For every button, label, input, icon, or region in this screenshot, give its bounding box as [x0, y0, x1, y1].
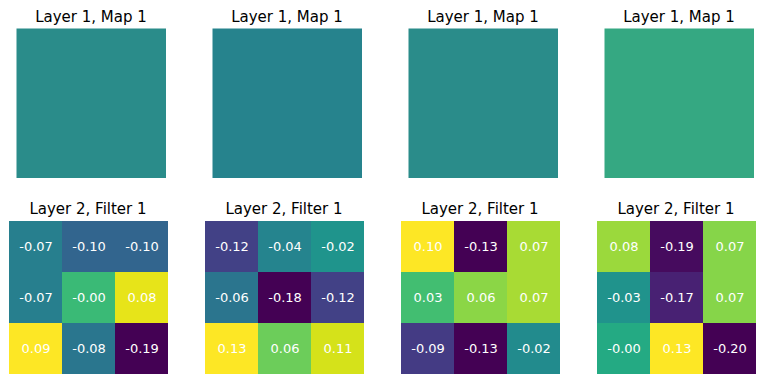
html-text:Layer 2, Filter 1: Layer 2, Filter 1: [225, 200, 343, 218]
svg-text:-0.18: -0.18: [268, 290, 302, 305]
svg-text:-0.06: -0.06: [215, 290, 249, 305]
svg-text:-0.00: -0.00: [607, 341, 641, 356]
svg-text:-0.07: -0.07: [19, 290, 53, 305]
svg-text:0.10: 0.10: [414, 239, 443, 254]
svg-text:-0.10: -0.10: [125, 239, 159, 254]
svg-text:0.13: 0.13: [218, 341, 247, 356]
svg-text:-0.07: -0.07: [19, 239, 53, 254]
svg-text:-0.04: -0.04: [268, 239, 302, 254]
html-text:Layer 2, Filter 1: Layer 2, Filter 1: [29, 200, 147, 218]
svg-text:0.06: 0.06: [467, 290, 496, 305]
svg-text:0.09: 0.09: [22, 341, 51, 356]
svg-text:0.11: 0.11: [324, 341, 353, 356]
svg-text:-0.09: -0.09: [411, 341, 445, 356]
svg-text:0.07: 0.07: [520, 290, 549, 305]
svg-text:0.08: 0.08: [128, 290, 157, 305]
html-text:Layer 2, Filter 1: Layer 2, Filter 1: [617, 200, 735, 218]
html-text:Layer 1, Map 1: Layer 1, Map 1: [427, 8, 539, 26]
svg-text:0.08: 0.08: [610, 239, 639, 254]
html-text:Layer 1, Map 1: Layer 1, Map 1: [35, 8, 147, 26]
svg-text:-0.12: -0.12: [321, 290, 355, 305]
svg-text:-0.03: -0.03: [607, 290, 641, 305]
svg-text:0.13: 0.13: [663, 341, 692, 356]
svg-text:0.03: 0.03: [414, 290, 443, 305]
svg-text:-0.20: -0.20: [713, 341, 747, 356]
svg-text:-0.19: -0.19: [125, 341, 159, 356]
svg-text:0.07: 0.07: [520, 239, 549, 254]
svg-text:-0.19: -0.19: [660, 239, 694, 254]
svg-text:-0.00: -0.00: [72, 290, 106, 305]
html-text:Layer 1, Map 1: Layer 1, Map 1: [231, 8, 343, 26]
svg-text:-0.08: -0.08: [72, 341, 106, 356]
svg-text:0.06: 0.06: [271, 341, 300, 356]
html-text:Layer 1, Map 1: Layer 1, Map 1: [623, 8, 735, 26]
svg-text:-0.12: -0.12: [215, 239, 249, 254]
svg-text:-0.02: -0.02: [517, 341, 551, 356]
svg-text:0.07: 0.07: [716, 290, 745, 305]
svg-text:-0.17: -0.17: [660, 290, 694, 305]
svg-text:0.07: 0.07: [716, 239, 745, 254]
svg-text:-0.13: -0.13: [464, 239, 498, 254]
html-text:Layer 2, Filter 1: Layer 2, Filter 1: [421, 200, 539, 218]
svg-text:-0.10: -0.10: [72, 239, 106, 254]
svg-text:-0.13: -0.13: [464, 341, 498, 356]
svg-text:-0.02: -0.02: [321, 239, 355, 254]
